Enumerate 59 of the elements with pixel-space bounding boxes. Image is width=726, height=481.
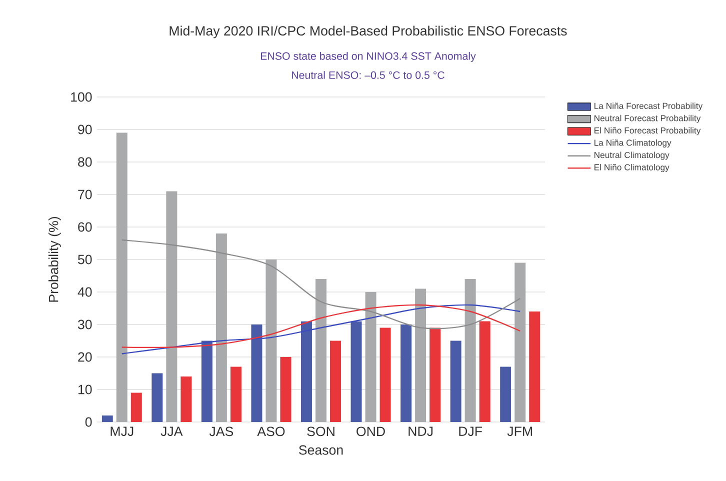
bar [116, 132, 128, 422]
x-tick-label: OND [356, 426, 385, 436]
legend-label: El Niño Forecast Probability [594, 127, 701, 136]
bar [230, 366, 242, 422]
bar [300, 321, 312, 422]
x-tick-label: JFM [507, 426, 532, 436]
bar [315, 278, 326, 422]
x-tick-label: NDJ [408, 426, 433, 436]
legend-label: La Niña Forecast Probability [594, 102, 703, 111]
bar [216, 233, 227, 422]
y-tick-label: 40 [78, 287, 92, 297]
bar [180, 376, 192, 422]
bar [102, 415, 113, 422]
bar [152, 373, 163, 422]
bar [350, 321, 362, 422]
y-tick-label: 10 [78, 384, 92, 394]
legend-label: Neutral Climatology [594, 152, 670, 160]
x-axis-title: Season [298, 445, 343, 455]
bar [266, 259, 277, 422]
x-tick-label: DJF [459, 426, 482, 436]
bar [130, 392, 142, 422]
bar [430, 328, 441, 422]
x-tick-label: JJA [160, 426, 183, 436]
bar [400, 324, 412, 422]
bar [251, 324, 262, 422]
bar [514, 262, 526, 422]
y-tick-label: 80 [78, 157, 92, 167]
y-tick-label: 0 [85, 417, 92, 427]
bar [479, 321, 490, 422]
x-tick-label: JAS [209, 426, 234, 436]
bar [166, 191, 178, 422]
y-axis-title: Probability (%) [48, 216, 61, 302]
y-tick-label: 50 [78, 254, 92, 264]
bar [500, 366, 512, 422]
y-tick-label: 30 [78, 320, 92, 330]
bar [280, 356, 292, 422]
bar [464, 278, 476, 422]
bar [529, 311, 540, 422]
y-tick-label: 60 [78, 222, 92, 232]
y-tick-label: 20 [78, 352, 92, 362]
bar [365, 292, 376, 422]
legend-label: Neutral Forecast Probability [594, 114, 701, 123]
y-tick-label: 100 [71, 92, 92, 102]
bar [201, 340, 212, 422]
x-tick-label: SON [307, 426, 334, 436]
y-tick-label: 70 [78, 190, 92, 200]
bar [380, 328, 391, 422]
y-tick-label: 90 [78, 124, 92, 134]
bar [330, 340, 341, 422]
chart-subtitle: ENSO state based on NINO3.4 SST Anomaly [260, 52, 476, 62]
x-tick-label: ASO [257, 426, 285, 436]
legend-label: La Niña Climatology [594, 139, 672, 148]
x-tick-label: MJJ [110, 426, 134, 436]
bar [415, 288, 426, 422]
chart-title: Mid-May 2020 IRI/CPC Model-Based Probabilistic ENSO Forecasts [170, 26, 567, 38]
text: Neutral ENSO: –0.5 °C to 0.5 °C [292, 71, 444, 79]
line-series [121, 239, 521, 330]
bar [450, 340, 462, 422]
legend-label: El Niño Climatology [594, 164, 670, 172]
